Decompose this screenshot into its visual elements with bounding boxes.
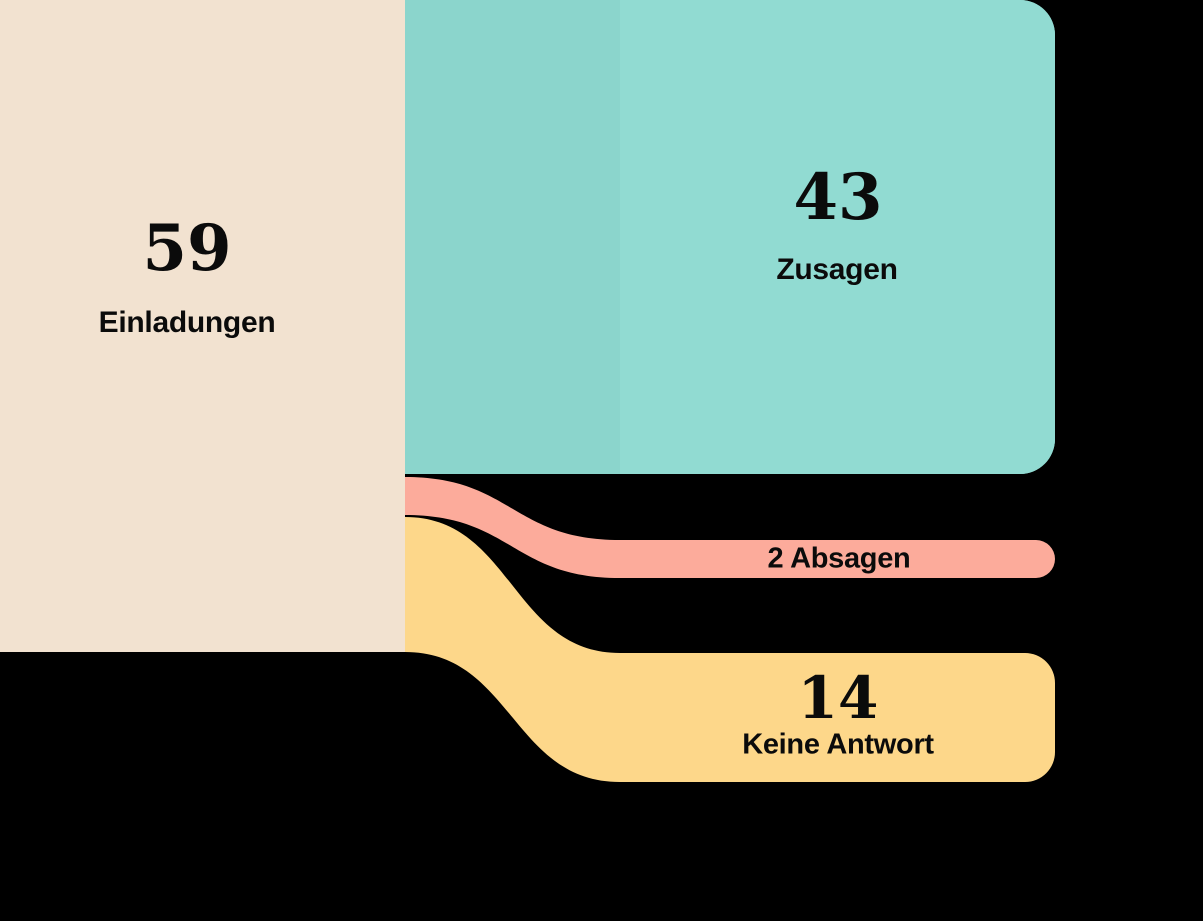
keine-antwort-node-value: 14 <box>797 664 879 732</box>
flow-absagen <box>405 477 1055 578</box>
source-node-value: 59 <box>142 211 232 286</box>
zusagen-node-value: 43 <box>793 160 883 235</box>
source-node-label: Einladungen <box>98 306 276 339</box>
absagen-ribbon-label: 2 Absagen <box>767 542 911 575</box>
zusagen-node-label: Zusagen <box>776 253 898 286</box>
keine-antwort-node-label: Keine Antwort <box>742 728 934 761</box>
flow-keine-antwort <box>405 517 1055 782</box>
source-node-einladungen <box>0 0 405 652</box>
target-node-zusagen <box>620 0 1055 474</box>
